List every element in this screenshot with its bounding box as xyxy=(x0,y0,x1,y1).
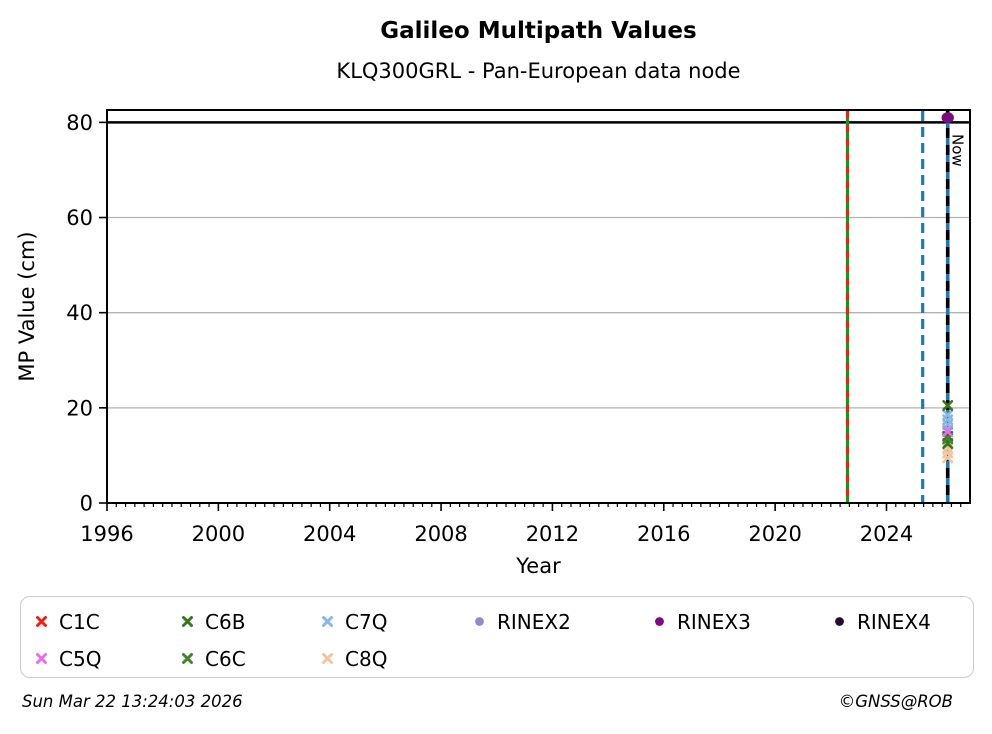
y-tick-label: 60 xyxy=(66,206,93,230)
legend-label: C6C xyxy=(205,646,246,671)
x-tick-label: 2012 xyxy=(526,522,579,546)
legend-label: C7Q xyxy=(345,609,388,634)
legend-label: C6B xyxy=(205,609,246,634)
x-tick-label: 2016 xyxy=(637,522,690,546)
footer-timestamp: Sun Mar 22 13:24:03 2026 xyxy=(22,692,243,711)
data-point-c5q xyxy=(942,426,954,438)
x-tick-label: 2024 xyxy=(860,522,913,546)
x-axis-label: Year xyxy=(515,554,561,578)
data-point-rinex3 xyxy=(941,112,954,124)
now-label: Now xyxy=(949,134,967,167)
x-marker-icon xyxy=(36,653,47,664)
legend-item-c6c: C6C xyxy=(181,647,321,671)
legend-item-c1c: C1C xyxy=(35,610,181,634)
legend-label: C8Q xyxy=(345,646,388,671)
y-tick-label: 20 xyxy=(66,396,93,420)
legend-label: C5Q xyxy=(59,646,102,671)
x-tick-label: 2004 xyxy=(303,522,356,546)
chart-title: Galileo Multipath Values xyxy=(380,18,697,44)
circle-marker-icon xyxy=(475,617,484,626)
x-tick-label: 2000 xyxy=(192,522,245,546)
y-axis-label: MP Value (cm) xyxy=(15,231,39,381)
footer-copyright: ©GNSS@ROB xyxy=(838,692,953,711)
x-tick-label: 2008 xyxy=(414,522,467,546)
x-tick-label: 1996 xyxy=(80,522,133,546)
x-marker-icon xyxy=(36,616,47,627)
legend-item-c6b: C6B xyxy=(181,610,321,634)
chart-subtitle: KLQ300GRL - Pan-European data node xyxy=(336,59,741,83)
x-marker-icon xyxy=(182,653,193,664)
x-marker-icon xyxy=(322,616,333,627)
legend-box: C1C C6B C7Q RINEX2 RINEX3 RINEX4 C5Q C6C C8Q xyxy=(20,596,974,678)
data-point-c8q xyxy=(942,452,954,464)
legend-label: C1C xyxy=(59,609,100,634)
x-tick-label: 2020 xyxy=(748,522,801,546)
plot-frame xyxy=(106,109,971,504)
legend-item-rinex4: RINEX4 xyxy=(833,610,973,634)
legend-item-c5q: C5Q xyxy=(35,647,181,671)
x-marker-icon xyxy=(182,616,193,627)
x-marker-icon xyxy=(322,653,333,664)
y-tick-label: 0 xyxy=(80,492,93,516)
legend-item-c8q: C8Q xyxy=(321,647,473,671)
legend-item-rinex3: RINEX3 xyxy=(653,610,833,634)
legend-item-rinex2: RINEX2 xyxy=(473,610,653,634)
legend-label: RINEX4 xyxy=(857,609,931,634)
legend-item-c7q: C7Q xyxy=(321,610,473,634)
y-tick-label: 80 xyxy=(66,111,93,135)
data-point-c6b xyxy=(942,399,954,411)
legend-label: RINEX3 xyxy=(677,609,751,634)
legend-label: RINEX2 xyxy=(497,609,571,634)
circle-marker-icon xyxy=(835,617,844,626)
y-tick-label: 40 xyxy=(66,301,93,325)
circle-marker-icon xyxy=(655,617,664,626)
